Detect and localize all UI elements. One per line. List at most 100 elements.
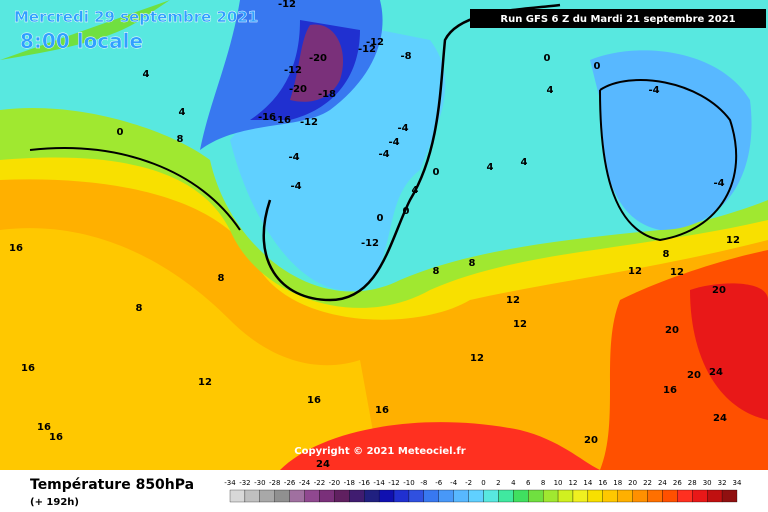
colorbar-label: 30	[703, 479, 712, 487]
contour-label: 16	[49, 432, 63, 443]
colorbar-label: 16	[598, 479, 607, 487]
contour-label: -18	[318, 89, 336, 100]
colorbar-label: -14	[373, 479, 385, 487]
colorbar-label: -4	[450, 479, 458, 487]
contour-label: 16	[307, 395, 321, 406]
colorbar-swatch	[393, 489, 410, 503]
contour-label: 12	[198, 377, 212, 388]
contour-label: -4	[397, 123, 408, 134]
contour-label: 16	[37, 422, 51, 433]
colorbar-label: 6	[526, 479, 531, 487]
colorbar-swatch	[319, 489, 335, 503]
colorbar-label: 24	[658, 479, 667, 487]
contour-label: -12	[278, 0, 296, 10]
colorbar-swatch	[364, 489, 380, 503]
contour-label: 16	[9, 243, 23, 254]
colorbar-swatch	[542, 489, 559, 503]
contour-label: 0	[544, 53, 551, 64]
contour-label: 12	[506, 295, 520, 306]
contour-label: 16	[375, 405, 389, 416]
colorbar-swatch	[229, 489, 246, 503]
colorbar-swatch	[677, 489, 693, 503]
contour-label: 12	[670, 267, 684, 278]
colorbar-swatch	[587, 489, 603, 503]
colorbar-swatch	[244, 489, 260, 503]
contour-label: 4	[179, 107, 186, 118]
contour-label: 8	[177, 134, 184, 145]
contour-label: 0	[433, 167, 440, 178]
colorbar-label: 2	[496, 479, 500, 487]
colorbar-label: -16	[358, 479, 370, 487]
colorbar-swatch	[408, 489, 425, 503]
contour-label: -12	[366, 37, 384, 48]
contour-label: 0	[117, 127, 124, 138]
contour-label: 8	[218, 273, 225, 284]
colorbar-swatch	[423, 489, 439, 503]
contour-label: 20	[712, 285, 726, 296]
contour-label: 24	[709, 367, 723, 378]
colorbar-label: 4	[511, 479, 516, 487]
colorbar-label: -32	[239, 479, 250, 487]
run-box	[470, 9, 766, 28]
colorbar-label: 34	[733, 479, 742, 487]
contour-label: -4	[378, 149, 389, 160]
colorbar-label: 8	[541, 479, 545, 487]
copyright: Copyright © 2021 Meteociel.fr	[294, 446, 465, 457]
colorbar-label: -8	[420, 479, 427, 487]
colorbar-swatch	[304, 489, 320, 503]
colorbar-swatch	[513, 489, 529, 503]
colorbar-swatch	[349, 489, 365, 503]
colorbar-swatch	[274, 489, 290, 503]
colorbar-swatch	[453, 489, 469, 503]
colorbar-swatch	[438, 489, 454, 503]
contour-label: -12	[284, 65, 302, 76]
contour-labels: -12-12-12-8-12-20-20 -18-16-16 -12-4-4-4-4…	[9, 0, 740, 470]
contour-label: 4	[487, 162, 494, 173]
contour-label: 20	[584, 435, 598, 446]
contour-label: 16	[21, 363, 35, 374]
contour-label: -16	[258, 112, 276, 123]
colorbar-swatch	[617, 489, 633, 503]
contour-label: -4	[713, 178, 724, 189]
contour-label: 20	[687, 370, 701, 381]
colorbar-swatch	[334, 489, 350, 503]
footer-title: Température 850hPa	[30, 477, 194, 493]
colorbar-label: -20	[329, 479, 340, 487]
date-text: Mercredi 29 septembre 2021	[14, 8, 258, 26]
contour-label: -4	[648, 85, 659, 96]
colorbar-swatch	[632, 489, 648, 503]
colorbar-label: 20	[628, 479, 637, 487]
colorbar-swatch	[378, 489, 395, 503]
colorbar-swatch	[572, 489, 589, 503]
contour-label: 4	[521, 157, 528, 168]
contour-label: 8	[136, 303, 143, 314]
contour-label: 20	[665, 325, 679, 336]
contour-label: 4	[547, 85, 554, 96]
contour-label: 8	[663, 249, 670, 260]
colorbar: -34 -32 -30 -28 -26 -24 -22 -20 -18 -16 -14 -12 -10-…	[224, 479, 742, 503]
contour-label: -16	[273, 115, 291, 126]
colorbar-swatch	[647, 489, 663, 503]
colorbar-label: 18	[613, 479, 622, 487]
run-text: Run GFS 6 Z du Mardi 21 septembre 2021	[500, 14, 735, 25]
colorbar-label: 14	[583, 479, 592, 487]
contour-label: 24	[316, 459, 330, 470]
colorbar-swatch	[528, 489, 544, 503]
colorbar-label: -2	[465, 479, 472, 487]
map-field	[0, 0, 768, 470]
colorbar-label: -10	[403, 479, 414, 487]
contour-label: 12	[726, 235, 740, 246]
contour-label: -12	[300, 117, 318, 128]
colorbar-swatch	[289, 489, 305, 503]
colorbar-label: -30	[254, 479, 265, 487]
colorbar-label: 0	[481, 479, 485, 487]
colorbar-label: -28	[269, 479, 280, 487]
colorbar-swatch	[707, 489, 723, 503]
contour-label: 8	[469, 258, 476, 269]
colorbar-label: -12	[388, 479, 399, 487]
colorbar-swatch	[662, 489, 678, 503]
colorbar-swatch	[259, 489, 275, 503]
contour-label: -8	[400, 51, 411, 62]
colorbar-label: 32	[718, 479, 727, 487]
